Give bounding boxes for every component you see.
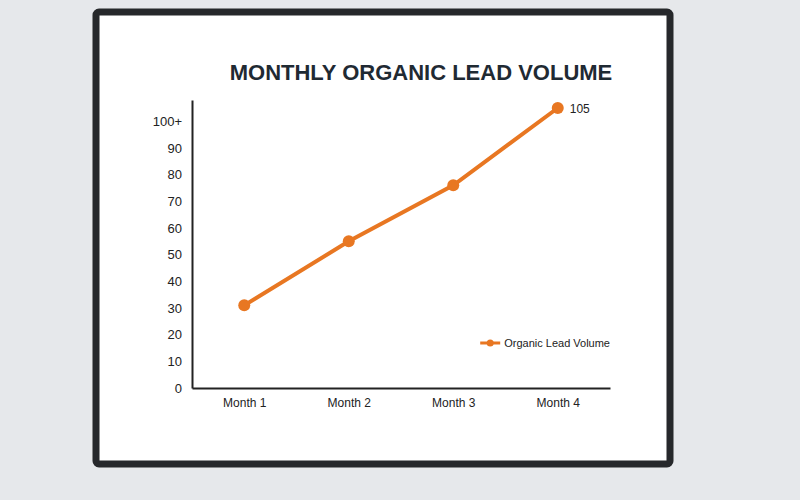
tick: Month 4: [537, 388, 581, 410]
y-axis: 0 10 20 30 40 50 60 70 80 90 100+: [153, 101, 193, 396]
tick-label: Month 4: [537, 396, 581, 410]
tick-label: 50: [168, 247, 182, 262]
tick-label: 40: [168, 274, 182, 289]
line: [244, 108, 558, 305]
point: [343, 235, 355, 247]
tick: Month 2: [328, 388, 372, 410]
plot-area: [238, 102, 564, 311]
tick-label: 20: [168, 327, 182, 342]
title: MONTHLY ORGANIC LEAD VOLUME: [230, 60, 613, 85]
tick: 20: [168, 327, 192, 342]
tick: 10: [168, 354, 192, 369]
tick-label: Month 3: [432, 396, 476, 410]
tick: 60: [168, 221, 192, 236]
legend: Organic Lead Volume: [480, 337, 610, 349]
tick-label: 30: [168, 301, 182, 316]
axis-line: [192, 101, 194, 389]
x-axis: Month 1 Month 2 Month 3 Month 4: [193, 388, 611, 410]
legend-label: Organic Lead Volume: [504, 337, 610, 349]
tick: 90: [168, 141, 192, 156]
point: [447, 179, 459, 191]
tick-label: 0: [175, 381, 182, 396]
point: [552, 102, 564, 114]
screen: [96, 12, 670, 464]
tick-label: 70: [168, 194, 182, 209]
tick: 70: [168, 194, 192, 209]
tick-label: 100+: [153, 114, 182, 129]
tick-label: 80: [168, 167, 182, 182]
axis-line: [193, 388, 611, 390]
tick-label: 90: [168, 141, 182, 156]
tick: Month 3: [432, 388, 476, 410]
tick-label: 10: [168, 354, 182, 369]
tick-label: Month 1: [223, 396, 267, 410]
tick: 80: [168, 167, 192, 182]
chart: MONTHLY ORGANIC LEAD VOLUME 0 10 20 30 40 50 60…: [0, 0, 800, 500]
tick-label: Month 2: [328, 396, 372, 410]
tick-label: 60: [168, 221, 182, 236]
tick: 100+: [153, 114, 192, 129]
tick: 30: [168, 301, 192, 316]
point: [238, 299, 250, 311]
legend-item: Organic Lead Volume: [480, 337, 610, 349]
tick: 50: [168, 247, 192, 262]
annotation: 105: [570, 102, 590, 116]
legend-marker: [487, 340, 494, 347]
tick: 0: [175, 381, 192, 396]
tick: 40: [168, 274, 192, 289]
tick: Month 1: [223, 388, 267, 410]
